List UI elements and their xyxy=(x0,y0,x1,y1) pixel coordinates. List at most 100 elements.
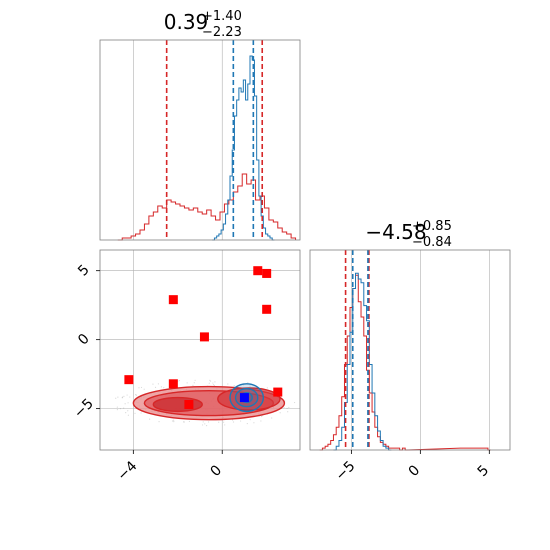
sample-point xyxy=(154,386,157,388)
sample-point xyxy=(212,382,214,384)
sample-point xyxy=(249,385,251,387)
sample-point xyxy=(127,402,129,404)
sample-point xyxy=(201,424,204,426)
red-marker-1 xyxy=(168,295,178,305)
p1-histogram-frame xyxy=(309,249,511,451)
sample-point xyxy=(205,425,208,427)
p0-title: 0.39 xyxy=(164,10,209,34)
sample-point xyxy=(173,421,175,423)
p0-histogram-blue-series xyxy=(212,55,275,241)
red-marker-4 xyxy=(199,332,209,342)
sample-point xyxy=(287,411,289,413)
sample-point xyxy=(204,423,206,425)
sample-point xyxy=(209,380,212,382)
sample-point xyxy=(214,381,216,383)
sample-point xyxy=(253,422,255,424)
sample-point xyxy=(126,394,128,396)
sample-point xyxy=(173,419,175,421)
sample-point xyxy=(188,420,191,423)
joint-markers xyxy=(124,266,283,409)
red-marker-6 xyxy=(262,268,272,278)
sample-point xyxy=(125,412,127,414)
red-contour-3 xyxy=(152,396,203,413)
sample-point xyxy=(207,421,210,423)
sample-point xyxy=(232,421,235,423)
sample-point xyxy=(160,386,162,388)
joint-frame xyxy=(99,249,301,451)
sample-point xyxy=(127,410,129,412)
joint-y-tick-label-2: 5 xyxy=(75,262,93,280)
sample-point xyxy=(222,421,225,423)
p0-title-lower-error: −2.23 xyxy=(202,25,242,40)
sample-point xyxy=(123,395,125,397)
p1-histogram-panel: −5 0 5 −4.58 +0.85 −0.84 xyxy=(309,219,511,484)
joint-x-ticks: −4 0 xyxy=(115,450,225,484)
sample-point xyxy=(183,421,185,423)
sample-point xyxy=(135,394,137,396)
sample-point xyxy=(202,421,204,423)
sample-point xyxy=(134,412,136,414)
sample-point xyxy=(224,424,226,426)
p0-red-step-line xyxy=(117,173,297,241)
sample-point xyxy=(193,382,195,384)
sample-point xyxy=(117,396,119,398)
p1hist-x-tick-label-0: −5 xyxy=(333,458,359,484)
sample-point xyxy=(140,386,143,389)
sample-point xyxy=(178,379,180,382)
sample-point xyxy=(186,382,188,384)
p1-histogram-x-ticks: −5 0 5 xyxy=(333,450,492,484)
sample-point xyxy=(233,385,235,387)
sample-point xyxy=(283,406,285,409)
sample-point xyxy=(261,415,263,418)
p0-title-upper-error: +1.40 xyxy=(202,9,242,24)
sample-point xyxy=(140,412,142,414)
sample-point xyxy=(116,409,119,411)
joint-x-tick-label-0: −4 xyxy=(115,458,141,484)
sample-point xyxy=(152,383,154,385)
sample-point xyxy=(121,396,124,398)
blue-marker xyxy=(239,393,249,403)
sample-point xyxy=(119,408,122,410)
sample-point xyxy=(127,414,129,416)
p1-title-value: −4.58 xyxy=(365,220,426,244)
p1hist-x-tick-label-1: 0 xyxy=(406,462,424,480)
p1-histogram-grid xyxy=(351,250,490,450)
sample-point xyxy=(271,417,273,419)
p0-histogram-panel: 0.39 +1.40 −2.23 xyxy=(99,9,301,241)
red-marker-5 xyxy=(253,266,263,276)
sample-point xyxy=(138,387,140,389)
sample-point xyxy=(158,420,160,423)
sample-point xyxy=(293,401,296,404)
sample-point xyxy=(209,379,211,381)
sample-point xyxy=(286,407,288,410)
sample-point xyxy=(192,384,194,387)
p1-quantile-lines xyxy=(344,250,370,450)
sample-point xyxy=(121,397,123,399)
sample-point xyxy=(115,397,117,399)
sample-point xyxy=(157,383,159,385)
p1-histogram-blue-series xyxy=(333,272,392,451)
sample-point xyxy=(149,418,151,420)
sample-point xyxy=(124,403,126,405)
sample-point xyxy=(246,422,248,425)
red-marker-8 xyxy=(273,387,283,397)
sample-point xyxy=(266,387,268,389)
sample-point xyxy=(218,421,220,423)
p1-title-upper-error: +0.85 xyxy=(412,219,452,234)
sample-point xyxy=(135,394,138,396)
sample-point xyxy=(247,382,249,384)
sample-point xyxy=(116,406,118,408)
sample-point xyxy=(194,379,196,381)
p0-quantile-lines xyxy=(165,40,264,240)
sample-point xyxy=(212,384,215,386)
p0-title-value: 0.39 xyxy=(164,10,209,34)
sample-point xyxy=(129,396,131,398)
sample-point xyxy=(279,412,281,414)
p0-p1-scatter-contour-panel: −4 0 −5 0 5 xyxy=(71,249,301,484)
sample-point xyxy=(183,421,185,423)
sample-point xyxy=(260,420,262,422)
red-marker-0 xyxy=(124,375,134,385)
red-marker-7 xyxy=(262,304,272,314)
sample-point xyxy=(163,387,165,389)
